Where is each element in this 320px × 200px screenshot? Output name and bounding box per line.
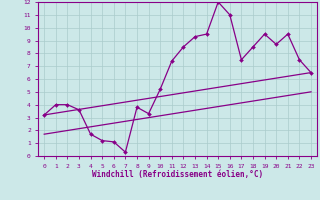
X-axis label: Windchill (Refroidissement éolien,°C): Windchill (Refroidissement éolien,°C) <box>92 170 263 179</box>
